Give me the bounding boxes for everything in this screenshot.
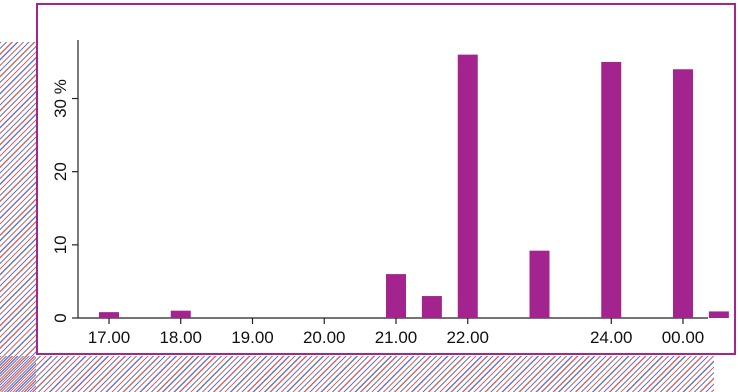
bar: [99, 312, 119, 318]
hatch-pattern-bottom: [0, 356, 714, 392]
x-tick-label: 22.00: [446, 328, 489, 347]
x-tick-label: 00.00: [662, 328, 705, 347]
y-tick-label: 20: [51, 162, 70, 181]
bar: [386, 274, 406, 318]
bar: [673, 69, 693, 319]
y-tick-label: 0: [51, 313, 70, 322]
x-tick-label: 19.00: [231, 328, 274, 347]
y-tick-label: 30 %: [51, 79, 70, 118]
x-tick-label: 21.00: [375, 328, 418, 347]
y-tick-label: 10: [51, 235, 70, 254]
x-tick-label: 24.00: [590, 328, 633, 347]
bar: [529, 250, 550, 318]
bar: [170, 310, 191, 318]
y-ticks: 0 10 20 30 %: [51, 79, 78, 323]
x-tick-label: 20.00: [303, 328, 346, 347]
x-tick-label: 18.00: [159, 328, 202, 347]
x-ticks: 17.00 18.00 19.00 20.00 21.00 22.00 24.00 00.00: [88, 318, 705, 347]
bar: [601, 61, 622, 319]
bar: [421, 296, 442, 318]
bar: [457, 54, 478, 318]
bars: [99, 54, 729, 319]
x-tick-label: 17.00: [88, 328, 131, 347]
bar: [708, 311, 729, 318]
hatch-pattern-left: [0, 42, 36, 392]
